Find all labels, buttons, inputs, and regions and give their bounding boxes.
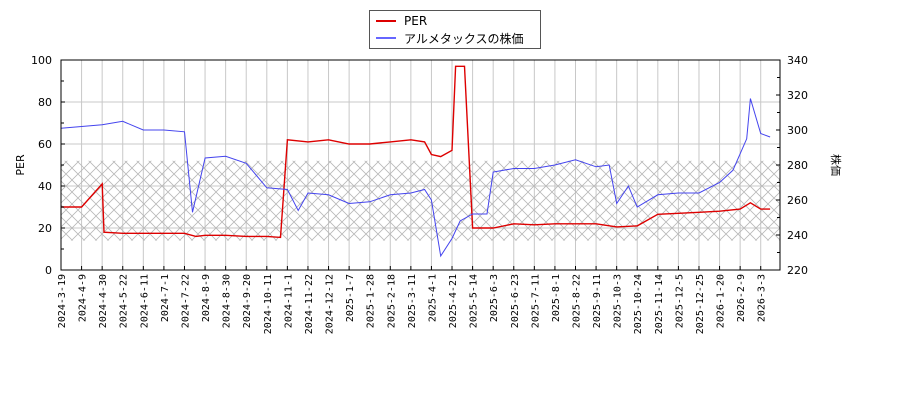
svg-text:2024-3-19: 2024-3-19 (57, 274, 68, 328)
right-axis-title: 株価 (829, 154, 843, 176)
svg-text:80: 80 (38, 96, 52, 109)
svg-text:2025-6-23: 2025-6-23 (510, 274, 521, 328)
svg-text:2025-5-14: 2025-5-14 (469, 274, 480, 328)
price-line (61, 98, 771, 258)
svg-text:2024-11-1: 2024-11-1 (283, 274, 294, 328)
svg-text:2025-12-5: 2025-12-5 (674, 274, 685, 328)
svg-text:2025-12-25: 2025-12-25 (695, 274, 706, 334)
legend-item-price: アルメタックスの株価 (376, 30, 524, 46)
svg-text:2025-6-3: 2025-6-3 (489, 274, 500, 322)
shaded-band (61, 160, 780, 241)
svg-text:2024-6-11: 2024-6-11 (139, 274, 150, 328)
svg-text:100: 100 (31, 54, 52, 67)
svg-text:2024-7-22: 2024-7-22 (180, 274, 191, 328)
left-axis: 0 20 40 60 80 100 (31, 54, 65, 277)
svg-text:260: 260 (787, 194, 808, 207)
svg-text:2025-2-18: 2025-2-18 (386, 274, 397, 328)
svg-text:20: 20 (38, 222, 52, 235)
svg-text:2024-9-20: 2024-9-20 (242, 274, 253, 328)
svg-text:40: 40 (38, 180, 52, 193)
legend-label-per: PER (404, 14, 428, 28)
x-axis: 2024-3-19 2024-4-9 2024-4-30 2024-5-22 2024-… (57, 266, 768, 334)
svg-text:300: 300 (787, 124, 808, 137)
left-axis-title: PER (14, 154, 27, 176)
svg-text:2024-5-22: 2024-5-22 (119, 274, 130, 328)
svg-text:2025-1-7: 2025-1-7 (345, 274, 356, 322)
svg-text:2024-10-11: 2024-10-11 (263, 274, 274, 334)
svg-text:2025-8-1: 2025-8-1 (551, 274, 562, 322)
svg-text:2025-11-14: 2025-11-14 (654, 274, 665, 334)
svg-text:340: 340 (787, 54, 808, 67)
svg-text:2026-3-3: 2026-3-3 (757, 274, 768, 322)
svg-text:2024-12-12: 2024-12-12 (325, 274, 336, 334)
svg-text:2025-10-24: 2025-10-24 (633, 274, 644, 334)
svg-text:2024-11-22: 2024-11-22 (304, 274, 315, 334)
svg-text:220: 220 (787, 264, 808, 277)
svg-text:2025-7-11: 2025-7-11 (530, 274, 541, 328)
svg-text:2025-1-28: 2025-1-28 (366, 274, 377, 328)
svg-text:2025-4-1: 2025-4-1 (427, 274, 438, 322)
svg-text:60: 60 (38, 138, 52, 151)
svg-text:240: 240 (787, 229, 808, 242)
svg-text:2024-7-1: 2024-7-1 (160, 274, 171, 322)
svg-text:2025-8-22: 2025-8-22 (572, 274, 583, 328)
svg-text:2026-1-20: 2026-1-20 (716, 274, 727, 328)
svg-text:2025-3-11: 2025-3-11 (407, 274, 418, 328)
per-line-swatch-icon (376, 20, 396, 22)
svg-text:2025-10-3: 2025-10-3 (613, 274, 624, 328)
svg-text:2025-4-21: 2025-4-21 (448, 274, 459, 328)
svg-text:2024-8-9: 2024-8-9 (201, 274, 212, 322)
svg-text:2024-4-9: 2024-4-9 (78, 274, 89, 322)
svg-text:280: 280 (787, 159, 808, 172)
svg-text:2025-9-11: 2025-9-11 (592, 274, 603, 328)
legend-label-price: アルメタックスの株価 (404, 31, 524, 46)
svg-text:2026-2-9: 2026-2-9 (736, 274, 747, 322)
series-lines (61, 65, 771, 258)
legend: PER アルメタックスの株価 (369, 10, 541, 49)
legend-item-per: PER (376, 13, 427, 29)
price-line-swatch-icon (376, 37, 396, 39)
svg-text:0: 0 (45, 264, 52, 277)
svg-text:2024-8-30: 2024-8-30 (222, 274, 233, 328)
per-line (61, 65, 771, 239)
svg-text:2024-4-30: 2024-4-30 (98, 274, 109, 328)
right-axis: 220 240 260 280 300 320 340 (776, 54, 808, 277)
svg-text:320: 320 (787, 89, 808, 102)
